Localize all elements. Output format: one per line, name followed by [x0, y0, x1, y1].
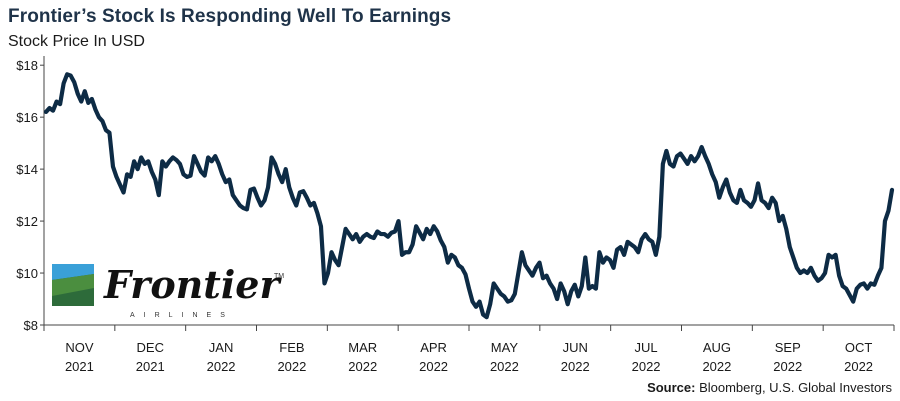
x-tick-month-label: APR	[420, 340, 447, 355]
x-tick-month-label: OCT	[845, 340, 873, 355]
stock-price-line	[43, 72, 895, 320]
x-tick-month-label: NOV	[65, 340, 94, 355]
logo-emblem-icon	[52, 264, 94, 306]
x-tick-year-label: 2022	[490, 359, 519, 374]
x-tick-month-label: MAR	[348, 340, 377, 355]
y-tick-label: $8	[24, 318, 38, 333]
x-tick-year-label: 2022	[773, 359, 802, 374]
logo-trademark: TM	[274, 273, 284, 280]
frontier-logo: Frontier TM AIRLINES	[52, 262, 284, 319]
x-tick-month-label: DEC	[137, 340, 164, 355]
logo-wordmark: Frontier	[103, 262, 282, 307]
x-tick-year-label: 2022	[632, 359, 661, 374]
x-tick-year-label: 2022	[207, 359, 236, 374]
logo-tagline: AIRLINES	[130, 312, 234, 319]
x-tick-month-label: JUN	[563, 340, 588, 355]
x-tick-month-label: MAY	[491, 340, 519, 355]
x-tick-month-label: SEP	[775, 340, 801, 355]
x-tick-month-label: FEB	[279, 340, 304, 355]
source-note: Source: Bloomberg, U.S. Global Investors	[647, 380, 892, 395]
x-tick-year-label: 2021	[136, 359, 165, 374]
y-tick-label: $12	[16, 214, 38, 229]
y-tick-label: $14	[16, 162, 38, 177]
x-tick-year-label: 2022	[277, 359, 306, 374]
x-tick-year-label: 2022	[419, 359, 448, 374]
x-tick-year-label: 2022	[561, 359, 590, 374]
y-tick-label: $18	[16, 58, 38, 73]
chart-subtitle: Stock Price In USD	[8, 33, 145, 50]
x-tick-year-label: 2021	[65, 359, 94, 374]
source-text: Bloomberg, U.S. Global Investors	[695, 380, 892, 395]
x-tick-year-label: 2022	[348, 359, 377, 374]
source-label: Source:	[647, 380, 696, 395]
x-tick-month-label: JUL	[635, 340, 658, 355]
x-tick-month-label: JAN	[209, 340, 234, 355]
y-tick-label: $10	[16, 266, 38, 281]
chart-title: Frontier’s Stock Is Responding Well To E…	[8, 6, 452, 27]
x-tick-year-label: 2022	[844, 359, 873, 374]
y-tick-label: $16	[16, 110, 38, 125]
x-tick-month-label: AUG	[703, 340, 731, 355]
x-tick-year-label: 2022	[702, 359, 731, 374]
